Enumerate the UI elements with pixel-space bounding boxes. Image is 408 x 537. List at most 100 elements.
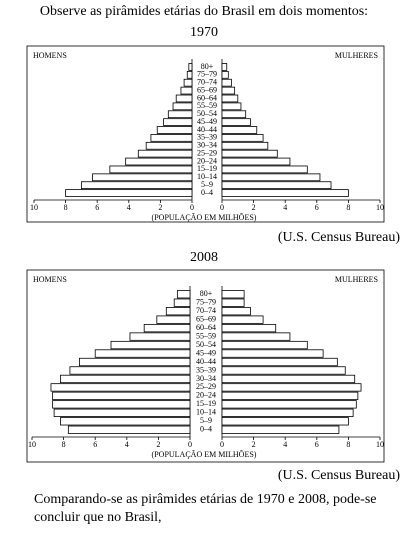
legend-label: MULHERES [335, 275, 378, 284]
age-label: 60–64 [196, 323, 216, 332]
age-label: 65–69 [196, 314, 216, 323]
bar [221, 425, 340, 434]
x-tick-label: 4 [283, 440, 287, 449]
bar [221, 400, 357, 409]
age-label: 75–79 [196, 298, 216, 307]
bar [92, 173, 193, 182]
bar [221, 315, 264, 324]
x-tick-label: 6 [95, 203, 99, 212]
bar [221, 340, 308, 350]
x-tick-label: 6 [315, 440, 319, 449]
age-label: 10–14 [197, 172, 217, 181]
bar [221, 181, 332, 190]
x-tick-label: 8 [64, 203, 68, 212]
bar [221, 408, 354, 417]
age-label: 5–9 [201, 180, 213, 189]
x-tick-label: 0 [220, 440, 224, 449]
bar [175, 94, 193, 103]
age-label: 55–59 [197, 101, 217, 110]
x-tick-label: 6 [93, 440, 97, 449]
bar [156, 315, 191, 324]
x-tick-label: 8 [346, 203, 350, 212]
x-tick-label: 8 [346, 440, 350, 449]
bar [221, 86, 236, 95]
x-tick-label: 0 [188, 440, 192, 449]
bar [221, 102, 242, 111]
age-label: 80+ [201, 62, 214, 71]
age-label: 35–39 [196, 365, 216, 374]
bar [156, 126, 193, 134]
bar [172, 102, 193, 111]
bar [173, 298, 191, 307]
age-label: 30–34 [196, 374, 216, 383]
age-label: 55–59 [196, 331, 216, 340]
footer-line: Comparando-se as pirâmides etárias de 19… [34, 492, 377, 507]
frame [26, 45, 385, 223]
age-label: 45–49 [197, 117, 217, 126]
age-label: 20–24 [196, 391, 216, 400]
bar [221, 126, 258, 134]
header: Observe as pirâmides etárias do Brasil e… [40, 4, 368, 19]
bar [94, 349, 191, 358]
age-label: 70–74 [196, 306, 216, 315]
bar [221, 307, 251, 316]
source: (U.S. Census Bureau) [278, 230, 400, 245]
age-label: 20–24 [197, 156, 217, 165]
bar [221, 349, 324, 358]
bar [109, 165, 193, 174]
bar [67, 425, 191, 434]
age-label: 50–54 [197, 109, 217, 118]
age-label: 45–49 [196, 348, 216, 357]
axis-title: (POPULAÇÃO EM MILHÕES) [152, 449, 257, 459]
bar [221, 70, 229, 79]
bar [176, 290, 191, 299]
age-label: 75–79 [197, 70, 217, 79]
bar [221, 391, 359, 401]
bar [79, 357, 191, 367]
bar [221, 118, 251, 126]
bar [221, 157, 291, 166]
bar [69, 366, 191, 375]
age-label: 35–39 [197, 133, 217, 142]
x-tick-label: 2 [158, 203, 162, 212]
age-label: 0–4 [201, 188, 213, 197]
x-tick-label: 8 [62, 440, 66, 449]
age-label: 65–69 [197, 85, 217, 94]
legend-label: MULHERES [335, 51, 378, 60]
bar [221, 165, 308, 174]
source: (U.S. Census Bureau) [278, 468, 400, 483]
x-tick-label: 2 [252, 203, 256, 212]
legend-label: HOMENS [33, 275, 67, 284]
bar [221, 383, 362, 392]
x-tick-label: 10 [30, 203, 38, 212]
age-label: 70–74 [197, 78, 217, 87]
x-tick-label: 0 [190, 203, 194, 212]
bar [221, 332, 291, 341]
age-label: 5–9 [200, 416, 212, 425]
bar [221, 290, 245, 299]
bar [221, 298, 245, 307]
age-label: 40–44 [196, 357, 216, 366]
age-label: 25–29 [196, 382, 216, 391]
bar [221, 63, 228, 71]
axis-title: (POPULAÇÃO EM MILHÕES) [152, 212, 257, 222]
bar [167, 110, 193, 119]
bar [188, 63, 193, 71]
bar [60, 374, 191, 384]
age-label: 25–29 [197, 148, 217, 157]
bar [221, 78, 232, 87]
bar [125, 157, 193, 166]
footer-line: concluir que no Brasil, [34, 510, 162, 525]
bar [221, 323, 277, 333]
bar [221, 173, 321, 182]
bar [165, 307, 191, 316]
x-tick-label: 2 [156, 440, 160, 449]
bar [180, 86, 193, 95]
x-tick-label: 10 [376, 203, 384, 212]
x-tick-label: 0 [220, 203, 224, 212]
bar [221, 357, 338, 367]
bar [221, 134, 264, 142]
age-label: 80+ [200, 289, 213, 298]
age-label: 15–19 [197, 164, 217, 173]
